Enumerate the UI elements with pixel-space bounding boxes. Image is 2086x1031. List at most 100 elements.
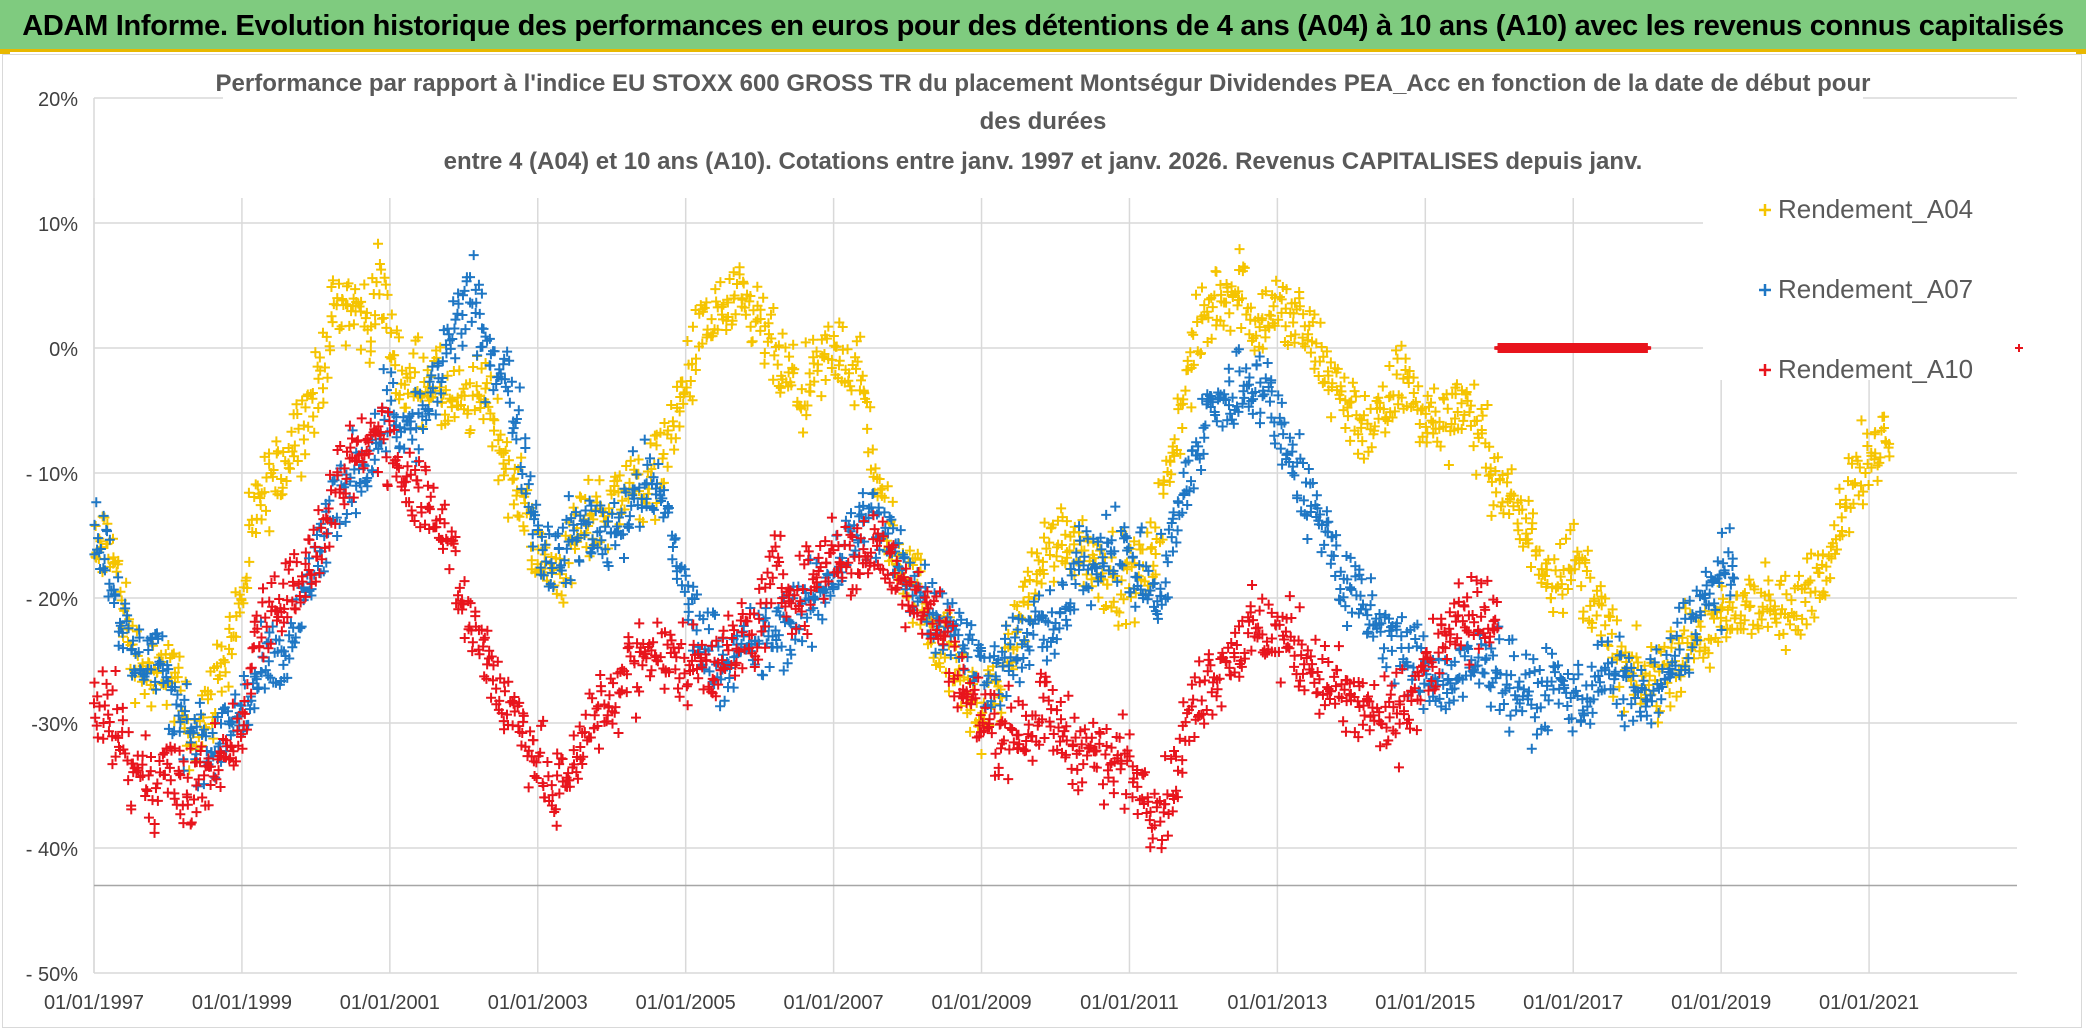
data-point [731, 657, 742, 668]
y-tick-label: - 20% [26, 589, 78, 611]
data-point [324, 541, 335, 552]
data-point [1529, 712, 1540, 723]
data-point [887, 496, 898, 507]
data-point [821, 557, 832, 568]
data-point [1017, 699, 1028, 710]
data-point [394, 389, 405, 400]
data-point [593, 743, 604, 754]
data-point [1011, 627, 1022, 637]
data-point [1459, 651, 1470, 662]
data-point [861, 397, 872, 408]
data-point [837, 572, 848, 583]
data-point [1117, 709, 1128, 720]
data-point [1169, 450, 1180, 461]
data-point [1296, 650, 1307, 661]
data-point [1619, 721, 1630, 732]
data-point [1823, 551, 1834, 562]
data-point [1298, 495, 1309, 506]
data-point [503, 455, 514, 466]
data-point [1809, 612, 1820, 623]
data-point [993, 654, 1004, 665]
data-point [291, 399, 302, 410]
data-point [1178, 467, 1189, 478]
data-point [499, 353, 510, 364]
data-point [1211, 691, 1222, 702]
data-point [326, 485, 337, 496]
data-point [726, 633, 737, 644]
data-point [624, 477, 635, 488]
data-point [1504, 726, 1515, 737]
data-point [1763, 589, 1774, 600]
data-point [1870, 448, 1881, 459]
data-point [1121, 618, 1132, 629]
data-point [1449, 598, 1460, 609]
data-point [1667, 668, 1678, 679]
data-point [1318, 351, 1329, 362]
data-point [310, 541, 321, 552]
data-point [793, 601, 804, 612]
data-point [1644, 670, 1655, 681]
data-point [687, 321, 698, 332]
data-point [218, 704, 229, 715]
data-point [982, 723, 993, 734]
data-point [846, 385, 857, 396]
data-point [227, 698, 238, 709]
data-point [286, 426, 297, 437]
data-point [703, 624, 714, 635]
data-point [1236, 323, 1247, 334]
data-point [1365, 600, 1376, 611]
y-tick-label: 10% [38, 214, 78, 236]
data-point [520, 443, 531, 454]
data-point [1485, 682, 1496, 693]
data-point [1048, 729, 1059, 740]
data-point [685, 375, 696, 386]
data-point [1459, 409, 1470, 420]
data-point [587, 693, 598, 704]
data-point [1540, 571, 1551, 582]
data-point [1101, 741, 1112, 752]
data-point [989, 708, 1000, 719]
data-point [703, 681, 714, 692]
data-point [825, 590, 836, 601]
data-point [1112, 576, 1123, 587]
data-point [1611, 698, 1622, 709]
y-tick-label: - 10% [26, 464, 78, 486]
data-point [316, 522, 327, 533]
data-point [1253, 622, 1264, 633]
data-point [193, 774, 204, 785]
data-point [773, 381, 784, 392]
data-point [530, 510, 541, 521]
data-point [99, 700, 110, 711]
data-point [239, 708, 250, 719]
data-point [1482, 575, 1493, 586]
data-point [1801, 619, 1812, 630]
data-point [605, 673, 616, 684]
data-point [1557, 675, 1568, 686]
data-point [126, 804, 137, 815]
data-point [250, 528, 261, 539]
data-point [1069, 539, 1080, 550]
data-point [997, 646, 1008, 657]
data-point [471, 381, 482, 392]
data-point [907, 617, 918, 628]
data-point [306, 590, 317, 601]
data-point [1054, 608, 1065, 619]
data-point [1349, 386, 1360, 397]
data-point [1188, 359, 1199, 370]
data-point [1377, 653, 1388, 664]
data-point [1269, 320, 1280, 331]
data-point [1287, 439, 1298, 450]
data-point [1226, 281, 1237, 292]
data-point [330, 518, 341, 529]
data-point [592, 542, 603, 553]
data-point [1257, 343, 1268, 354]
data-point [1031, 576, 1042, 587]
data-point [682, 679, 693, 690]
data-point [1442, 687, 1453, 698]
data-point [316, 554, 327, 565]
data-point [546, 780, 557, 791]
data-point [1738, 624, 1749, 635]
data-point [1067, 778, 1078, 789]
data-point [200, 731, 211, 742]
data-point [175, 717, 186, 728]
